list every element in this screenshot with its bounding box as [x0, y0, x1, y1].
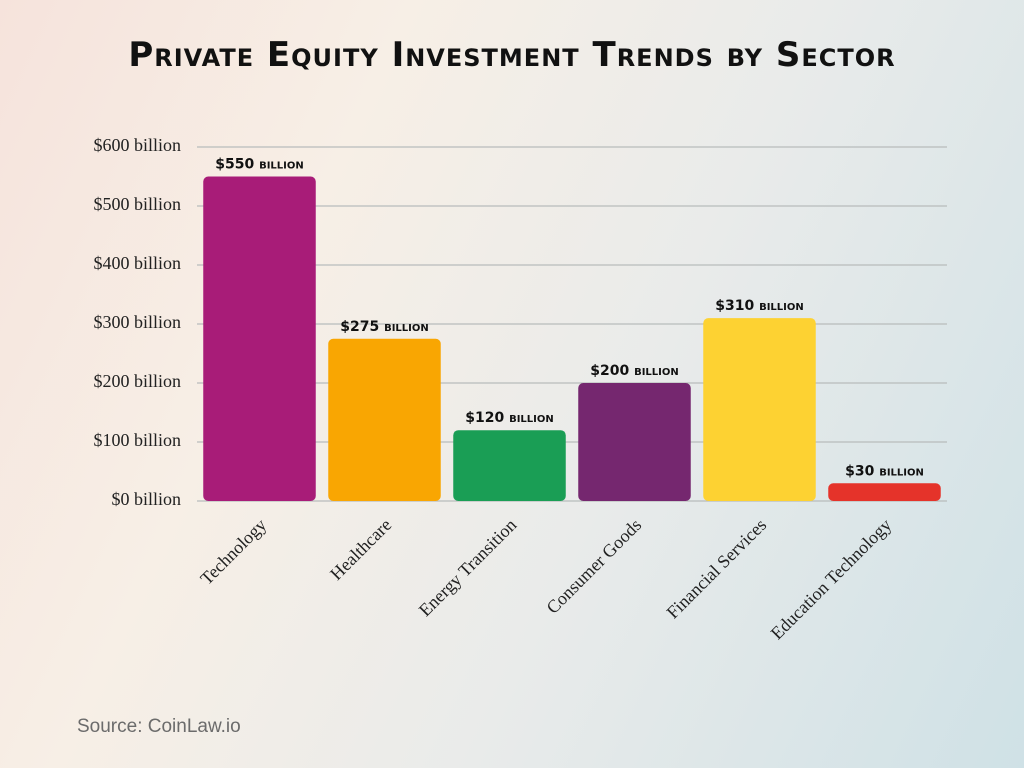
source-note: Source: CoinLaw.io: [77, 716, 241, 737]
bar: [453, 430, 566, 501]
y-tick-label: $0 billion: [111, 489, 181, 509]
y-tick-label: $300 billion: [93, 312, 181, 332]
chart-title: Private Equity Investment Trends by Sect…: [128, 35, 895, 75]
value-label: $550 billion: [215, 157, 304, 173]
y-tick-label: $400 billion: [93, 253, 181, 273]
bar: [703, 318, 816, 501]
value-label: $310 billion: [715, 298, 804, 314]
x-tick-label: Financial Services: [663, 515, 771, 623]
x-tick-label: Energy Transition: [415, 515, 520, 620]
x-tick-label: Healthcare: [326, 515, 395, 584]
x-tick-label: Education Technology: [767, 515, 896, 644]
value-label: $120 billion: [465, 410, 554, 426]
y-tick-label: $200 billion: [93, 371, 181, 391]
bar: [203, 176, 316, 501]
y-tick-label: $600 billion: [93, 135, 181, 155]
y-tick-label: $100 billion: [93, 430, 181, 450]
bar: [828, 483, 941, 501]
x-tick-label: Technology: [196, 515, 270, 589]
x-tick-label: Consumer Goods: [542, 515, 645, 618]
bar: [328, 338, 441, 501]
bar: [578, 383, 691, 501]
value-label: $200 billion: [590, 363, 679, 379]
y-tick-label: $500 billion: [93, 194, 181, 214]
value-label: $275 billion: [340, 319, 429, 335]
value-label: $30 billion: [845, 463, 924, 479]
